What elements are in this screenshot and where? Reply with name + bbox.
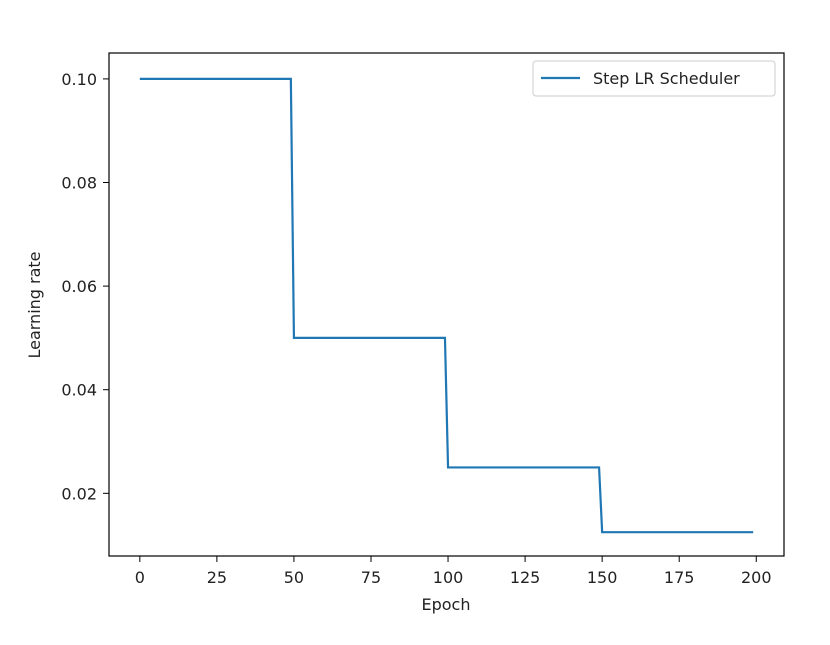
legend-box xyxy=(532,60,776,97)
legend-label: Step LR Scheduler xyxy=(593,69,740,88)
series-line xyxy=(139,77,754,534)
x-tick-label: 75 xyxy=(361,568,381,587)
y-axis-label: Learning rate xyxy=(25,251,44,358)
x-tick-label: 50 xyxy=(284,568,304,587)
x-tick-label: 100 xyxy=(433,568,464,587)
series-layer xyxy=(139,77,754,534)
y-tick-label: 0.08 xyxy=(61,174,97,193)
x-tick-label: 125 xyxy=(510,568,541,587)
x-tick-label: 25 xyxy=(207,568,227,587)
x-tick-label: 0 xyxy=(135,568,145,587)
y-tick-label: 0.06 xyxy=(61,277,97,296)
y-tick-label: 0.04 xyxy=(61,381,97,400)
y-tick-label: 0.02 xyxy=(61,484,97,503)
y-axis: 0.02 0.04 0.06 0.08 0.10 xyxy=(61,70,109,503)
x-tick-label: 200 xyxy=(741,568,772,587)
x-axis-label: Epoch xyxy=(422,595,471,614)
y-tick-label: 0.10 xyxy=(61,70,97,89)
legend: Step LR Scheduler xyxy=(532,60,776,97)
x-tick-label: 150 xyxy=(587,568,618,587)
x-tick-label: 175 xyxy=(664,568,695,587)
plot-frame xyxy=(108,52,785,557)
x-axis: 0 25 50 75 100 125 150 175 200 xyxy=(135,556,772,587)
